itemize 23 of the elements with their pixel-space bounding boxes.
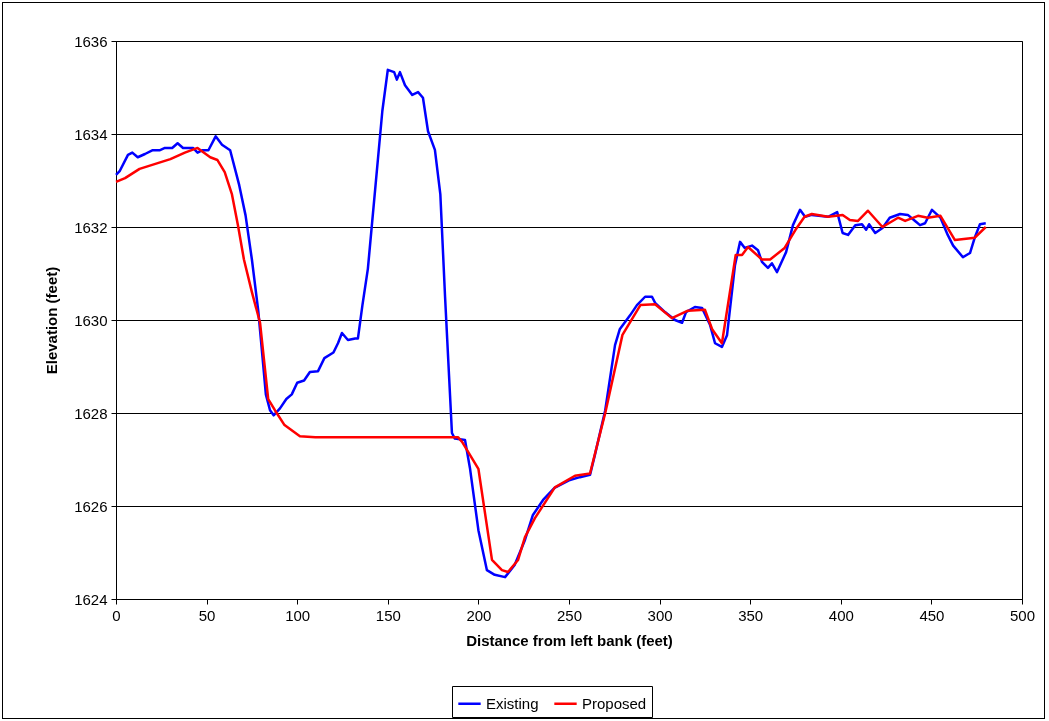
y-tick-label: 1632 xyxy=(74,218,108,236)
y-tick-label: 1634 xyxy=(74,125,108,143)
y-tick-label: 1628 xyxy=(74,404,108,422)
y-tick-label: 1630 xyxy=(74,311,108,329)
line-series xyxy=(114,146,988,574)
x-tick-label: 350 xyxy=(738,606,764,624)
x-tick-label: 150 xyxy=(375,606,401,624)
legend-label: Existing xyxy=(486,694,539,712)
y-axis-title: Elevation (feet) xyxy=(43,266,61,375)
x-tick-label: 0 xyxy=(112,606,121,624)
y-tick-label: 1624 xyxy=(74,590,108,608)
x-tick-label: 400 xyxy=(828,606,854,624)
x-tick-label: 100 xyxy=(285,606,311,624)
x-axis-title: Distance from left bank (feet) xyxy=(466,631,673,649)
x-tick-label: 500 xyxy=(1009,606,1036,624)
x-tick-label: 250 xyxy=(556,606,583,624)
x-tick-label: 200 xyxy=(466,606,492,624)
x-tick-label: 50 xyxy=(198,606,216,624)
y-tick-label: 1636 xyxy=(74,32,108,50)
legend-label: Proposed xyxy=(582,694,647,712)
x-tick-label: 450 xyxy=(919,606,945,624)
x-tick-label: 300 xyxy=(647,606,673,624)
y-tick-label: 1626 xyxy=(74,497,108,515)
